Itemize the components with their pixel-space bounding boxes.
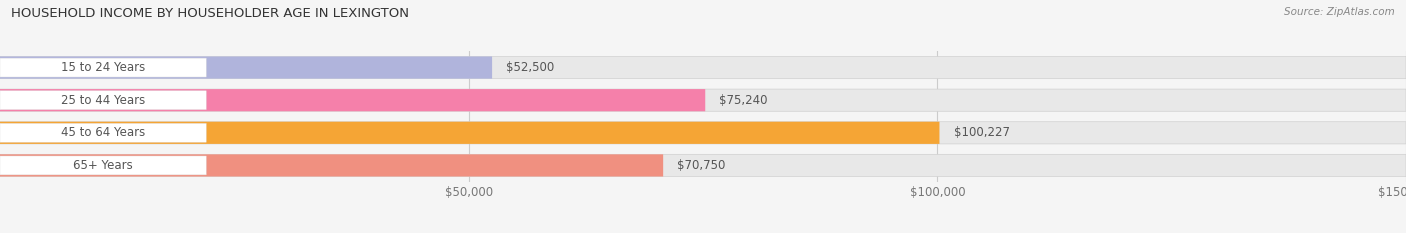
Text: $75,240: $75,240 <box>720 94 768 107</box>
FancyBboxPatch shape <box>0 56 492 79</box>
FancyBboxPatch shape <box>0 56 1406 79</box>
FancyBboxPatch shape <box>0 154 664 177</box>
FancyBboxPatch shape <box>0 89 1406 111</box>
FancyBboxPatch shape <box>0 122 1406 144</box>
FancyBboxPatch shape <box>0 156 207 175</box>
Text: $70,750: $70,750 <box>678 159 725 172</box>
Text: Source: ZipAtlas.com: Source: ZipAtlas.com <box>1284 7 1395 17</box>
Text: $100,227: $100,227 <box>953 126 1010 139</box>
FancyBboxPatch shape <box>0 58 207 77</box>
FancyBboxPatch shape <box>0 123 207 142</box>
FancyBboxPatch shape <box>0 154 1406 177</box>
FancyBboxPatch shape <box>0 89 706 111</box>
Text: 65+ Years: 65+ Years <box>73 159 134 172</box>
FancyBboxPatch shape <box>0 91 207 110</box>
Text: 15 to 24 Years: 15 to 24 Years <box>60 61 145 74</box>
Text: $52,500: $52,500 <box>506 61 554 74</box>
Text: 45 to 64 Years: 45 to 64 Years <box>60 126 145 139</box>
FancyBboxPatch shape <box>0 122 939 144</box>
Text: 25 to 44 Years: 25 to 44 Years <box>60 94 145 107</box>
Text: HOUSEHOLD INCOME BY HOUSEHOLDER AGE IN LEXINGTON: HOUSEHOLD INCOME BY HOUSEHOLDER AGE IN L… <box>11 7 409 20</box>
